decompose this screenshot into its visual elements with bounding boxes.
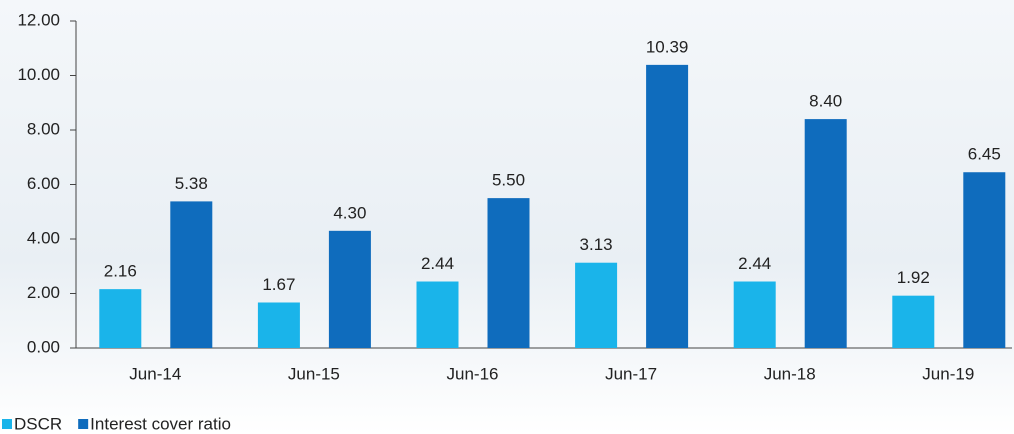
legend-label: Interest cover ratio bbox=[90, 414, 231, 433]
x-tick-label: Jun-15 bbox=[288, 364, 340, 383]
bar bbox=[575, 262, 618, 348]
y-tick-label: 0.00 bbox=[27, 337, 60, 356]
data-label: 4.30 bbox=[333, 203, 366, 222]
y-tick-label: 8.00 bbox=[27, 119, 60, 138]
bar bbox=[170, 201, 213, 348]
y-tick-label: 12.00 bbox=[17, 10, 60, 29]
bar bbox=[963, 172, 1006, 348]
y-tick-label: 4.00 bbox=[27, 228, 60, 247]
data-label: 8.40 bbox=[809, 92, 842, 111]
data-label: 5.50 bbox=[492, 171, 525, 190]
x-tick-label: Jun-17 bbox=[605, 364, 657, 383]
data-label: 10.39 bbox=[646, 37, 689, 56]
x-tick-label: Jun-14 bbox=[129, 364, 181, 383]
data-label: 2.44 bbox=[738, 254, 771, 273]
data-label: 2.16 bbox=[104, 262, 137, 281]
bar bbox=[328, 230, 371, 348]
bar bbox=[257, 302, 300, 348]
data-label: 1.67 bbox=[262, 275, 295, 294]
data-label: 1.92 bbox=[897, 268, 930, 287]
bar bbox=[733, 281, 776, 348]
y-tick-label: 10.00 bbox=[17, 65, 60, 84]
x-tick-label: Jun-19 bbox=[922, 364, 974, 383]
bar bbox=[487, 198, 530, 348]
data-label: 2.44 bbox=[421, 254, 454, 273]
data-label: 3.13 bbox=[580, 235, 613, 254]
data-label: 5.38 bbox=[175, 174, 208, 193]
bar bbox=[646, 64, 689, 348]
legend-label: DSCR bbox=[14, 414, 62, 433]
y-tick-label: 6.00 bbox=[27, 174, 60, 193]
bar bbox=[99, 289, 142, 348]
y-tick-label: 2.00 bbox=[27, 283, 60, 302]
legend-swatch bbox=[78, 419, 89, 429]
data-label: 6.45 bbox=[968, 145, 1001, 164]
bar bbox=[416, 281, 459, 348]
x-tick-label: Jun-16 bbox=[447, 364, 499, 383]
bar bbox=[804, 119, 847, 348]
legend-swatch bbox=[2, 419, 12, 429]
x-tick-label: Jun-18 bbox=[764, 364, 816, 383]
bar bbox=[892, 295, 935, 348]
